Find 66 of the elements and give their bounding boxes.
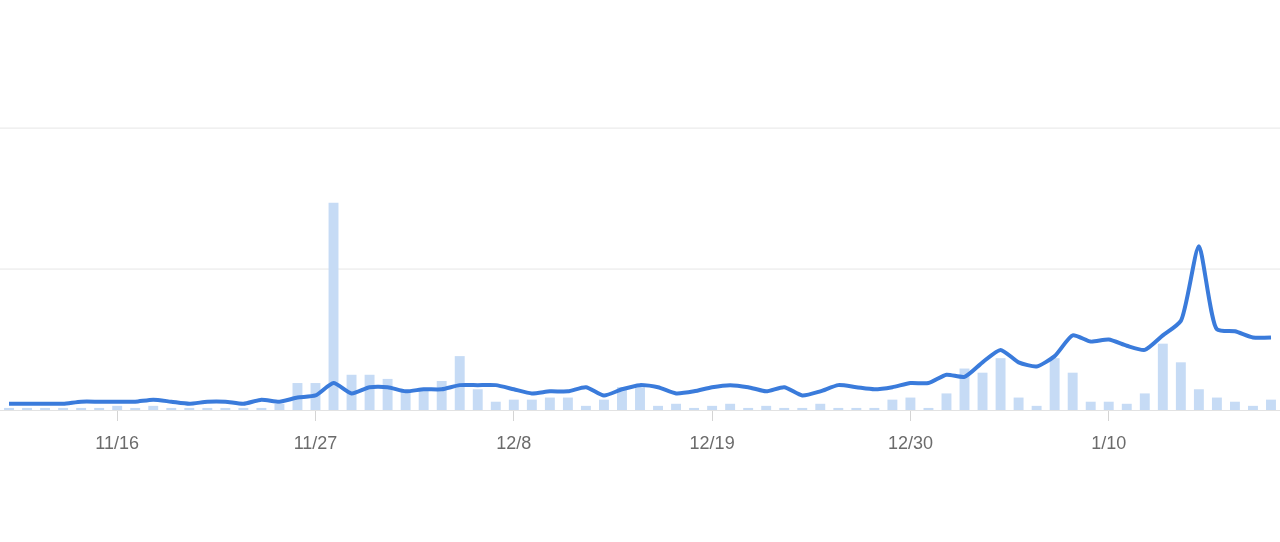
bar: [689, 407, 700, 410]
bar: [779, 407, 790, 410]
bar: [22, 407, 32, 410]
bar: [815, 403, 826, 410]
bar: [887, 399, 898, 410]
bar: [202, 407, 213, 410]
bar: [833, 407, 844, 410]
bar: [238, 407, 249, 410]
bar: [1085, 401, 1096, 410]
bar: [923, 407, 934, 410]
bar: [761, 405, 772, 410]
bar: [40, 407, 51, 410]
bar: [1121, 403, 1132, 410]
x-tick-label: 11/16: [95, 432, 140, 453]
bar: [274, 403, 285, 410]
bar: [797, 407, 808, 410]
bar: [941, 393, 952, 410]
x-tick-label: 12/19: [689, 432, 735, 453]
bar: [220, 407, 231, 410]
x-tick-label: 12/8: [496, 432, 532, 453]
bar: [508, 399, 519, 410]
bar: [743, 407, 754, 410]
bar: [1049, 358, 1060, 410]
bar: [1103, 401, 1114, 410]
bar: [454, 356, 465, 410]
x-tick-label: 12/30: [887, 432, 933, 453]
bar: [1013, 397, 1024, 410]
bar: [112, 405, 123, 410]
bar: [671, 403, 682, 410]
bar: [130, 407, 141, 410]
bar: [76, 407, 87, 410]
bar: [977, 372, 988, 410]
bar: [1229, 401, 1240, 410]
bar: [905, 397, 916, 410]
bar: [851, 407, 862, 410]
bar: [490, 401, 501, 410]
bar: [562, 397, 573, 410]
bar: [4, 407, 14, 410]
x-tick-label: 11/27: [293, 432, 338, 453]
bar: [148, 405, 159, 410]
bar: [256, 407, 267, 410]
bar: [58, 407, 69, 410]
bar: [94, 407, 105, 410]
bar: [869, 407, 880, 410]
bar: [1211, 397, 1222, 410]
bar: [725, 403, 736, 410]
bar: [653, 405, 663, 410]
bar: [995, 358, 1006, 410]
bar: [526, 399, 537, 410]
bar: [544, 397, 555, 410]
bar: [707, 405, 718, 410]
bar: [1139, 393, 1150, 410]
bar: [1157, 343, 1168, 410]
bar: [1193, 389, 1204, 410]
bar: [184, 407, 195, 410]
bar: [598, 399, 609, 410]
bar: [472, 389, 483, 410]
bar: [1067, 372, 1078, 410]
bar: [1248, 405, 1258, 410]
bar: [1175, 362, 1186, 410]
bar: [1266, 399, 1276, 410]
bar: [580, 405, 591, 410]
bar: [166, 407, 177, 410]
bar: [1031, 405, 1042, 410]
x-tick-label: 1/10: [1091, 432, 1127, 453]
bar: [635, 387, 645, 410]
